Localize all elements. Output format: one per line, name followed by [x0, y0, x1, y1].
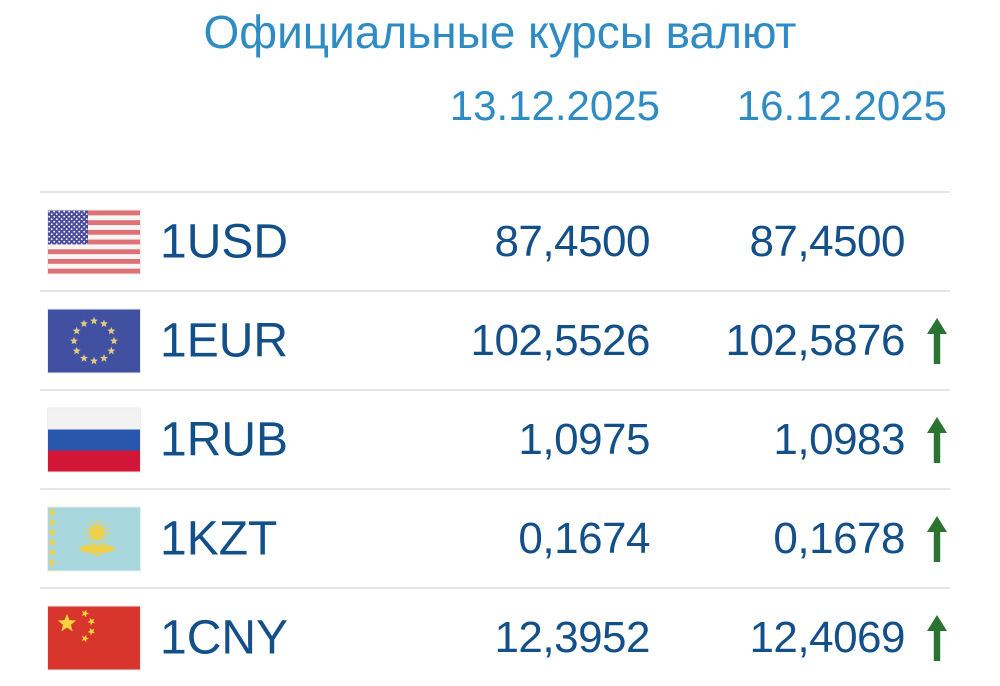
rate-curr: 102,5876 — [725, 315, 905, 365]
arrow-up-icon — [926, 614, 948, 661]
eu-flag-icon — [48, 309, 140, 373]
table-row-usd: 1USD 87,4500 87,4500 — [40, 191, 950, 290]
cn-flag-icon — [48, 606, 140, 670]
ru-flag-icon — [48, 408, 140, 472]
kz-flag-icon — [48, 507, 140, 571]
rate-prev: 0,1674 — [518, 513, 650, 563]
arrow-up-icon — [926, 515, 948, 562]
rate-curr: 12,4069 — [749, 612, 905, 662]
rate-prev: 87,4500 — [494, 216, 650, 266]
rate-curr: 0,1678 — [773, 513, 905, 563]
rates-table: 1USD 87,4500 87,4500 — [40, 191, 950, 686]
currency-code: 1RUB — [160, 413, 289, 467]
table-row-cny: 1CNY 12,3952 12,4069 — [40, 587, 950, 686]
page-title: Официальные курсы валют — [203, 6, 797, 58]
currency-code: 1EUR — [160, 314, 289, 368]
currency-code: 1CNY — [160, 611, 289, 665]
rate-prev: 12,3952 — [494, 612, 650, 662]
table-row-eur: 1EUR 102,5526 102,5876 — [40, 290, 950, 389]
currency-code: 1KZT — [160, 512, 278, 566]
arrow-up-icon — [926, 317, 948, 364]
currency-code: 1USD — [160, 215, 289, 269]
arrow-up-icon — [926, 416, 948, 463]
rate-prev: 1,0975 — [518, 414, 650, 464]
currency-rates-screen: Официальные курсы валют 13.12.2025 16.12… — [0, 8, 1000, 686]
rate-curr: 1,0983 — [773, 414, 905, 464]
date-column-prev: 13.12.2025 — [449, 82, 660, 130]
table-row-kzt: 1KZT 0,1674 0,1678 — [40, 488, 950, 587]
rate-curr: 87,4500 — [749, 216, 905, 266]
table-row-rub: 1RUB 1,0975 1,0983 — [40, 389, 950, 488]
rate-prev: 102,5526 — [470, 315, 650, 365]
date-column-curr: 16.12.2025 — [736, 82, 947, 130]
us-flag-icon — [48, 210, 140, 274]
date-header-row: 13.12.2025 16.12.2025 — [0, 82, 1000, 130]
